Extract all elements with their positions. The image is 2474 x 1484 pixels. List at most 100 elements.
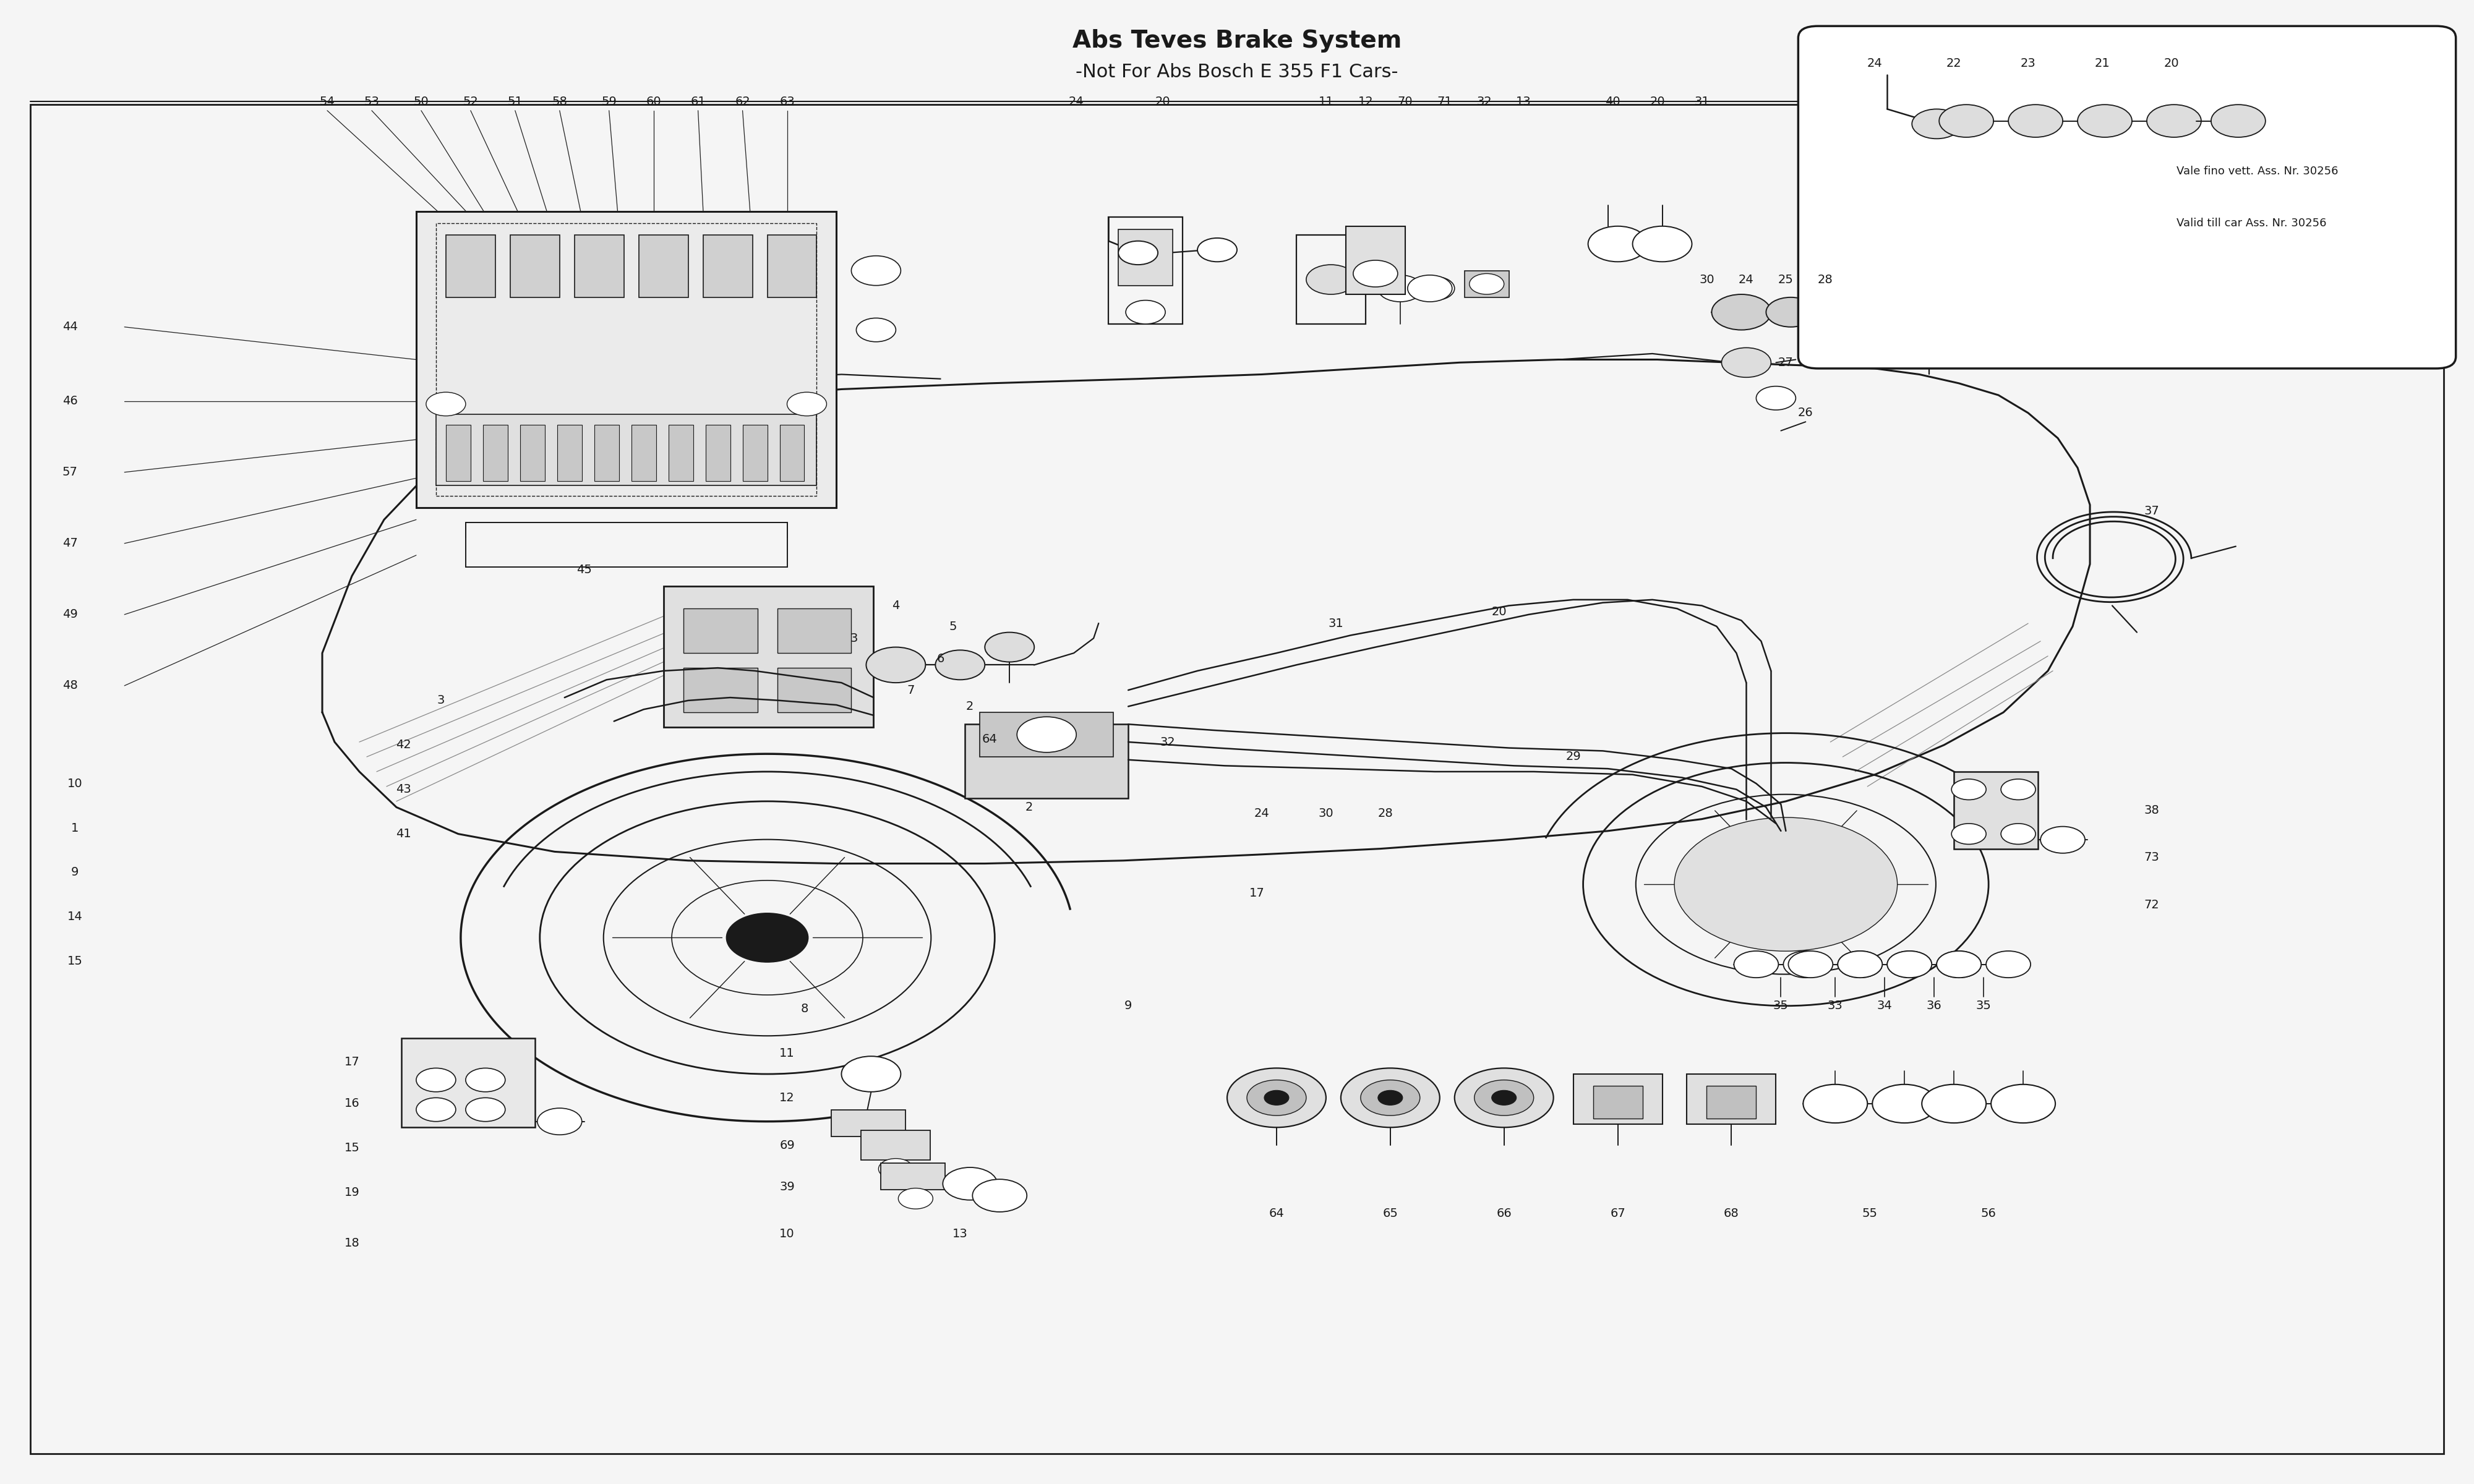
Circle shape <box>1992 1085 2056 1123</box>
Text: 6: 6 <box>938 653 945 665</box>
Circle shape <box>1838 951 1883 978</box>
Text: 15: 15 <box>344 1143 359 1155</box>
Circle shape <box>2001 779 2036 800</box>
Text: 17: 17 <box>1249 887 1264 899</box>
Text: 2: 2 <box>1027 801 1034 813</box>
Text: 34: 34 <box>1878 1000 1893 1012</box>
Text: 65: 65 <box>1383 1208 1398 1220</box>
FancyBboxPatch shape <box>1799 27 2457 368</box>
Text: 71: 71 <box>1437 96 1452 107</box>
Text: 54: 54 <box>319 96 334 107</box>
Circle shape <box>426 392 465 416</box>
Circle shape <box>465 1068 505 1092</box>
Circle shape <box>1341 1068 1440 1128</box>
Bar <box>742 424 767 481</box>
Bar <box>465 522 787 567</box>
Text: 49: 49 <box>62 608 77 620</box>
Bar <box>445 234 495 297</box>
Circle shape <box>1306 264 1356 294</box>
Bar <box>1593 1086 1643 1119</box>
Circle shape <box>1408 275 1452 301</box>
Text: 44: 44 <box>62 321 77 332</box>
Circle shape <box>1851 294 1910 329</box>
Bar <box>1573 1074 1663 1125</box>
Text: 4: 4 <box>893 600 901 611</box>
Circle shape <box>1492 1091 1517 1106</box>
Circle shape <box>898 1189 933 1209</box>
Bar <box>965 724 1128 798</box>
Text: 24: 24 <box>1739 273 1754 285</box>
Circle shape <box>1470 273 1504 294</box>
Circle shape <box>1937 951 1982 978</box>
Text: 64: 64 <box>1269 1208 1284 1220</box>
Bar <box>861 1131 930 1160</box>
Bar <box>1296 234 1366 324</box>
Text: Vale fino vett. Ass. Nr. 30256: Vale fino vett. Ass. Nr. 30256 <box>2177 166 2338 177</box>
Text: 11: 11 <box>779 1048 794 1060</box>
Bar <box>881 1163 945 1190</box>
Bar <box>638 234 688 297</box>
Text: 32: 32 <box>1477 96 1492 107</box>
Circle shape <box>935 650 985 680</box>
Circle shape <box>465 1098 505 1122</box>
Text: 42: 42 <box>396 739 411 751</box>
Circle shape <box>787 392 826 416</box>
Bar <box>574 234 623 297</box>
Circle shape <box>1952 824 1987 844</box>
Circle shape <box>1118 240 1158 264</box>
Text: 31: 31 <box>1695 96 1710 107</box>
Text: 53: 53 <box>364 96 379 107</box>
Circle shape <box>1757 386 1796 410</box>
Text: 7: 7 <box>908 684 915 696</box>
Circle shape <box>537 1109 581 1135</box>
Text: 22: 22 <box>1947 58 1962 68</box>
Circle shape <box>727 913 809 962</box>
Text: 46: 46 <box>62 395 77 407</box>
Circle shape <box>2001 824 2036 844</box>
Circle shape <box>1353 260 1398 286</box>
Circle shape <box>1888 951 1932 978</box>
Bar <box>777 668 851 712</box>
Circle shape <box>943 1168 997 1201</box>
Text: 51: 51 <box>507 96 522 107</box>
Text: 67: 67 <box>1611 1208 1625 1220</box>
Text: 26: 26 <box>1799 407 1813 418</box>
Bar <box>767 234 816 297</box>
Text: 13: 13 <box>1517 96 1531 107</box>
Text: 35: 35 <box>1977 1000 1992 1012</box>
Bar <box>779 424 804 481</box>
Text: 30: 30 <box>1700 273 1714 285</box>
Text: 38: 38 <box>2145 804 2160 816</box>
Circle shape <box>1378 1091 1403 1106</box>
Text: 2: 2 <box>967 700 975 712</box>
Text: 27: 27 <box>1779 356 1794 368</box>
Bar <box>683 668 757 712</box>
Text: 15: 15 <box>67 956 82 968</box>
Bar <box>435 414 816 485</box>
Circle shape <box>1227 1068 1326 1128</box>
Circle shape <box>2147 104 2202 137</box>
Text: 20: 20 <box>1492 605 1507 617</box>
Text: Valid till car Ass. Nr. 30256: Valid till car Ass. Nr. 30256 <box>2177 218 2326 229</box>
Bar <box>631 424 656 481</box>
Bar <box>703 234 752 297</box>
Text: 33: 33 <box>1828 1000 1843 1012</box>
Text: 60: 60 <box>646 96 661 107</box>
Circle shape <box>2009 104 2063 137</box>
Bar <box>435 223 816 496</box>
Circle shape <box>1784 951 1828 978</box>
Text: 64: 64 <box>982 733 997 745</box>
Text: 73: 73 <box>2145 852 2160 864</box>
Text: 52: 52 <box>463 96 477 107</box>
Bar <box>445 424 470 481</box>
Text: 66: 66 <box>1497 1208 1512 1220</box>
Bar <box>777 608 851 653</box>
Text: 20: 20 <box>2165 58 2180 68</box>
Text: Abs Teves Brake System: Abs Teves Brake System <box>1071 30 1403 52</box>
Bar <box>668 424 693 481</box>
Text: 12: 12 <box>1358 96 1373 107</box>
Circle shape <box>2078 104 2133 137</box>
Bar <box>663 586 873 727</box>
Text: 16: 16 <box>344 1098 359 1110</box>
Bar <box>1118 229 1173 285</box>
